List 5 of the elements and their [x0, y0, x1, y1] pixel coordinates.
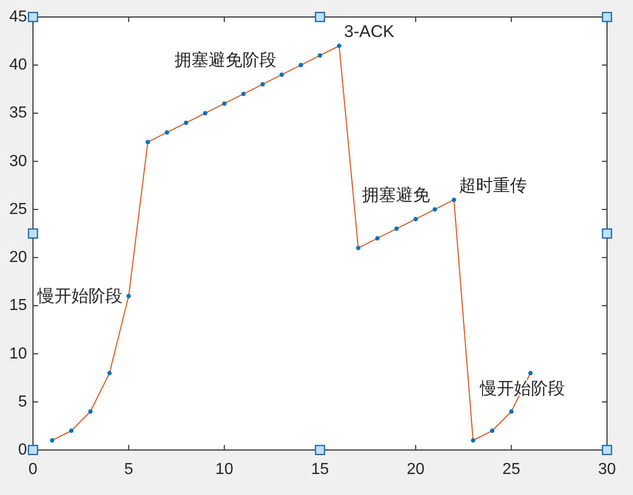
annotation: 3-ACK	[344, 22, 394, 41]
annotation: 超时重传	[458, 176, 527, 195]
annotation: 慢开始阶段	[38, 286, 123, 306]
annotation: 拥塞避免阶段	[174, 50, 277, 70]
annotation: 拥塞避免	[362, 185, 430, 204]
